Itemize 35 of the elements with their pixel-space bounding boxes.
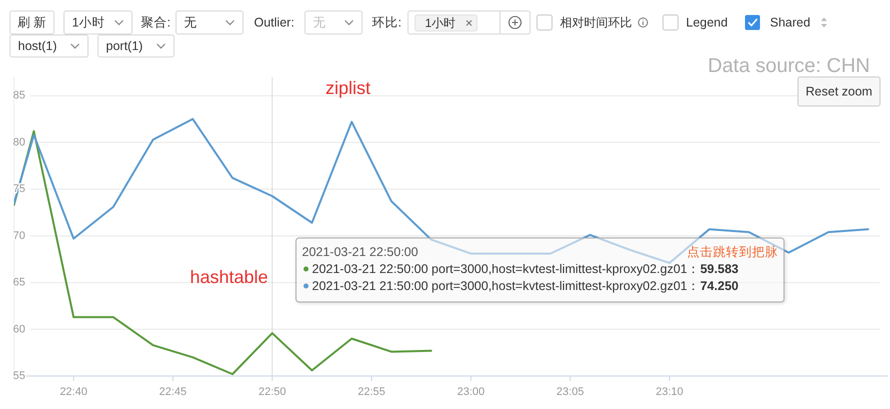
x-tick-label: 22:55 bbox=[358, 386, 386, 398]
y-tick-label: 85 bbox=[13, 90, 26, 102]
x-tick-label: 22:45 bbox=[159, 386, 187, 398]
text: 1小时 bbox=[425, 16, 456, 30]
source-note: Data source: CHN bbox=[708, 55, 870, 77]
text: Outlier: bbox=[254, 16, 294, 30]
x-tick-label: 22:40 bbox=[60, 386, 88, 398]
text: port(1) bbox=[106, 39, 143, 53]
annotation: 点击跳转到把脉 bbox=[687, 245, 778, 259]
x-tick-label: 22:50 bbox=[258, 386, 286, 398]
x-tick-label: 23:05 bbox=[556, 386, 584, 398]
legend-label: hashtable bbox=[190, 267, 268, 287]
text: 聚合: bbox=[141, 16, 170, 30]
text: 1小时 bbox=[72, 16, 105, 30]
y-tick-label: 80 bbox=[13, 136, 26, 148]
text: 环比: bbox=[372, 16, 402, 30]
line-series bbox=[14, 118, 870, 264]
text: 无 bbox=[184, 16, 197, 30]
annotation: 2021-03-21 21:50:00 port=3000,host=kvtest-limittest-kproxy02.gz01：74.250 bbox=[312, 279, 739, 293]
annotation: 2021-03-21 22:50:00 port=3000,host=kvtest-limittest-kproxy02.gz01：59.583 bbox=[312, 262, 739, 276]
text: host(1) bbox=[18, 39, 57, 53]
text: Legend bbox=[686, 16, 728, 30]
text: 刷 新 bbox=[17, 16, 47, 30]
x-tick-label: 23:10 bbox=[656, 386, 684, 398]
text: 相对时间环比 bbox=[560, 16, 632, 30]
series-label: ziplist bbox=[325, 78, 371, 98]
annotation: Reset zoom bbox=[806, 84, 872, 98]
y-tick-label: 70 bbox=[13, 230, 26, 242]
y-tick-label: 60 bbox=[13, 323, 26, 336]
text: 无 bbox=[313, 16, 326, 30]
x-tick-label: 23:00 bbox=[457, 386, 485, 398]
annotation: 2021-03-21 22:50:00 bbox=[302, 245, 418, 259]
y-tick-label: 65 bbox=[13, 276, 26, 289]
text: Shared bbox=[770, 16, 810, 30]
y-tick-label: 55 bbox=[13, 370, 26, 382]
